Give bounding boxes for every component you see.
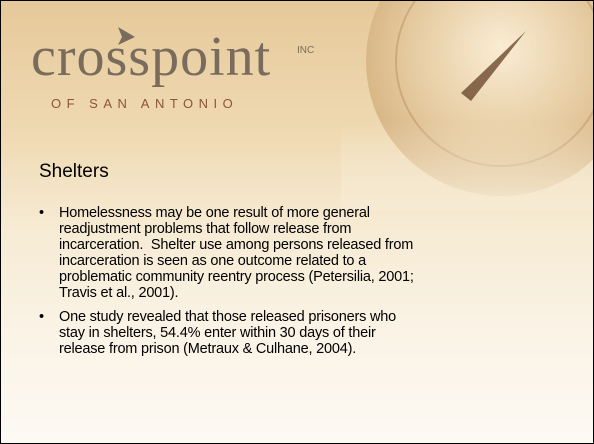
bullet-line: readjustment problems that follow releas… [59,221,352,237]
bullet-dot: • [39,205,45,221]
bullet-line: incarceration. Shelter use among persons… [59,237,414,253]
logo-arrow [118,27,135,45]
bullet-line: One study revealed that those released p… [59,309,396,325]
bullet-line: release from prison (Metraux & Culhane, … [59,341,357,357]
slide-title: Shelters [39,161,109,182]
compass-needle [461,31,526,101]
bullet-line: stay in shelters, 54.4% enter within 30 … [59,325,376,341]
bullet-line: incarceration is seen as one outcome rel… [59,253,366,269]
bullet-dot: • [39,309,45,325]
logo-tagline: OF SAN ANTONIO [51,96,239,111]
bullet: • One study revealed that those released … [39,309,396,357]
logo-suffix: INC [297,45,315,56]
fade [341,121,593,211]
bullet-line: problematic community reentry process (P… [59,269,414,285]
bullet-line: Travis et al., 2001). [59,285,179,301]
bullet: • Homelessness may be one result of more … [39,205,414,301]
logo-name: crosspoint [31,26,272,88]
bullet-line: Homelessness may be one result of more g… [59,205,370,221]
